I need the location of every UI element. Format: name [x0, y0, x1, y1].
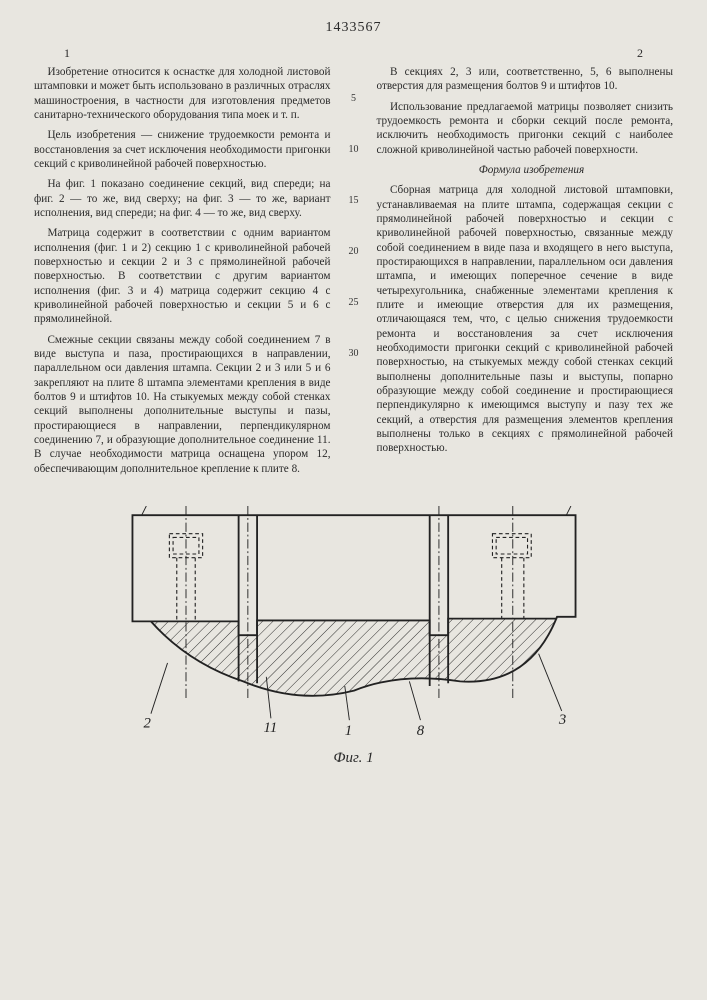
para: Использование предлагаемой матрицы позво… — [377, 100, 674, 157]
para: Матрица содержит в соответствии с одним … — [34, 226, 331, 326]
line-number: 30 — [349, 348, 359, 359]
figure-label-1: 1 — [344, 723, 351, 739]
para: Изобретение относится к оснастке для хол… — [34, 65, 331, 122]
para: Сборная матрица для холодной листовой шт… — [377, 183, 674, 455]
column-number-left: 1 — [64, 46, 70, 61]
text-columns: Изобретение относится к оснастке для хол… — [34, 65, 673, 482]
figure-label-2: 2 — [143, 715, 151, 731]
column-number-row: 1 2 — [64, 46, 643, 61]
claims-heading: Формула изобретения — [377, 163, 674, 177]
para: Цель изобретения — снижение трудоемкости… — [34, 128, 331, 171]
line-number: 10 — [349, 144, 359, 155]
line-number-gutter: 5 10 15 20 25 30 — [347, 65, 361, 482]
line-number: 5 — [351, 93, 356, 104]
para: В секциях 2, 3 или, соответственно, 5, 6… — [377, 65, 674, 94]
line-number: 25 — [349, 297, 359, 308]
para: Смежные секции связаны между собой соеди… — [34, 333, 331, 476]
line-number: 20 — [349, 246, 359, 257]
column-left: Изобретение относится к оснастке для хол… — [34, 65, 331, 482]
figure-label-11: 11 — [263, 720, 277, 736]
figure-1: 2 11 1 8 3 Фиг. 1 — [34, 506, 673, 767]
column-right: В секциях 2, 3 или, соответственно, 5, 6… — [377, 65, 674, 482]
figure-label-8: 8 — [416, 723, 424, 739]
figure-label-3: 3 — [557, 712, 565, 728]
column-number-right: 2 — [637, 46, 643, 61]
figure-caption: Фиг. 1 — [34, 750, 673, 767]
document-number: 1433567 — [34, 20, 673, 36]
para: На фиг. 1 показано соединение секций, ви… — [34, 177, 331, 220]
figure-1-svg: 2 11 1 8 3 — [74, 506, 634, 746]
line-number: 15 — [349, 195, 359, 206]
